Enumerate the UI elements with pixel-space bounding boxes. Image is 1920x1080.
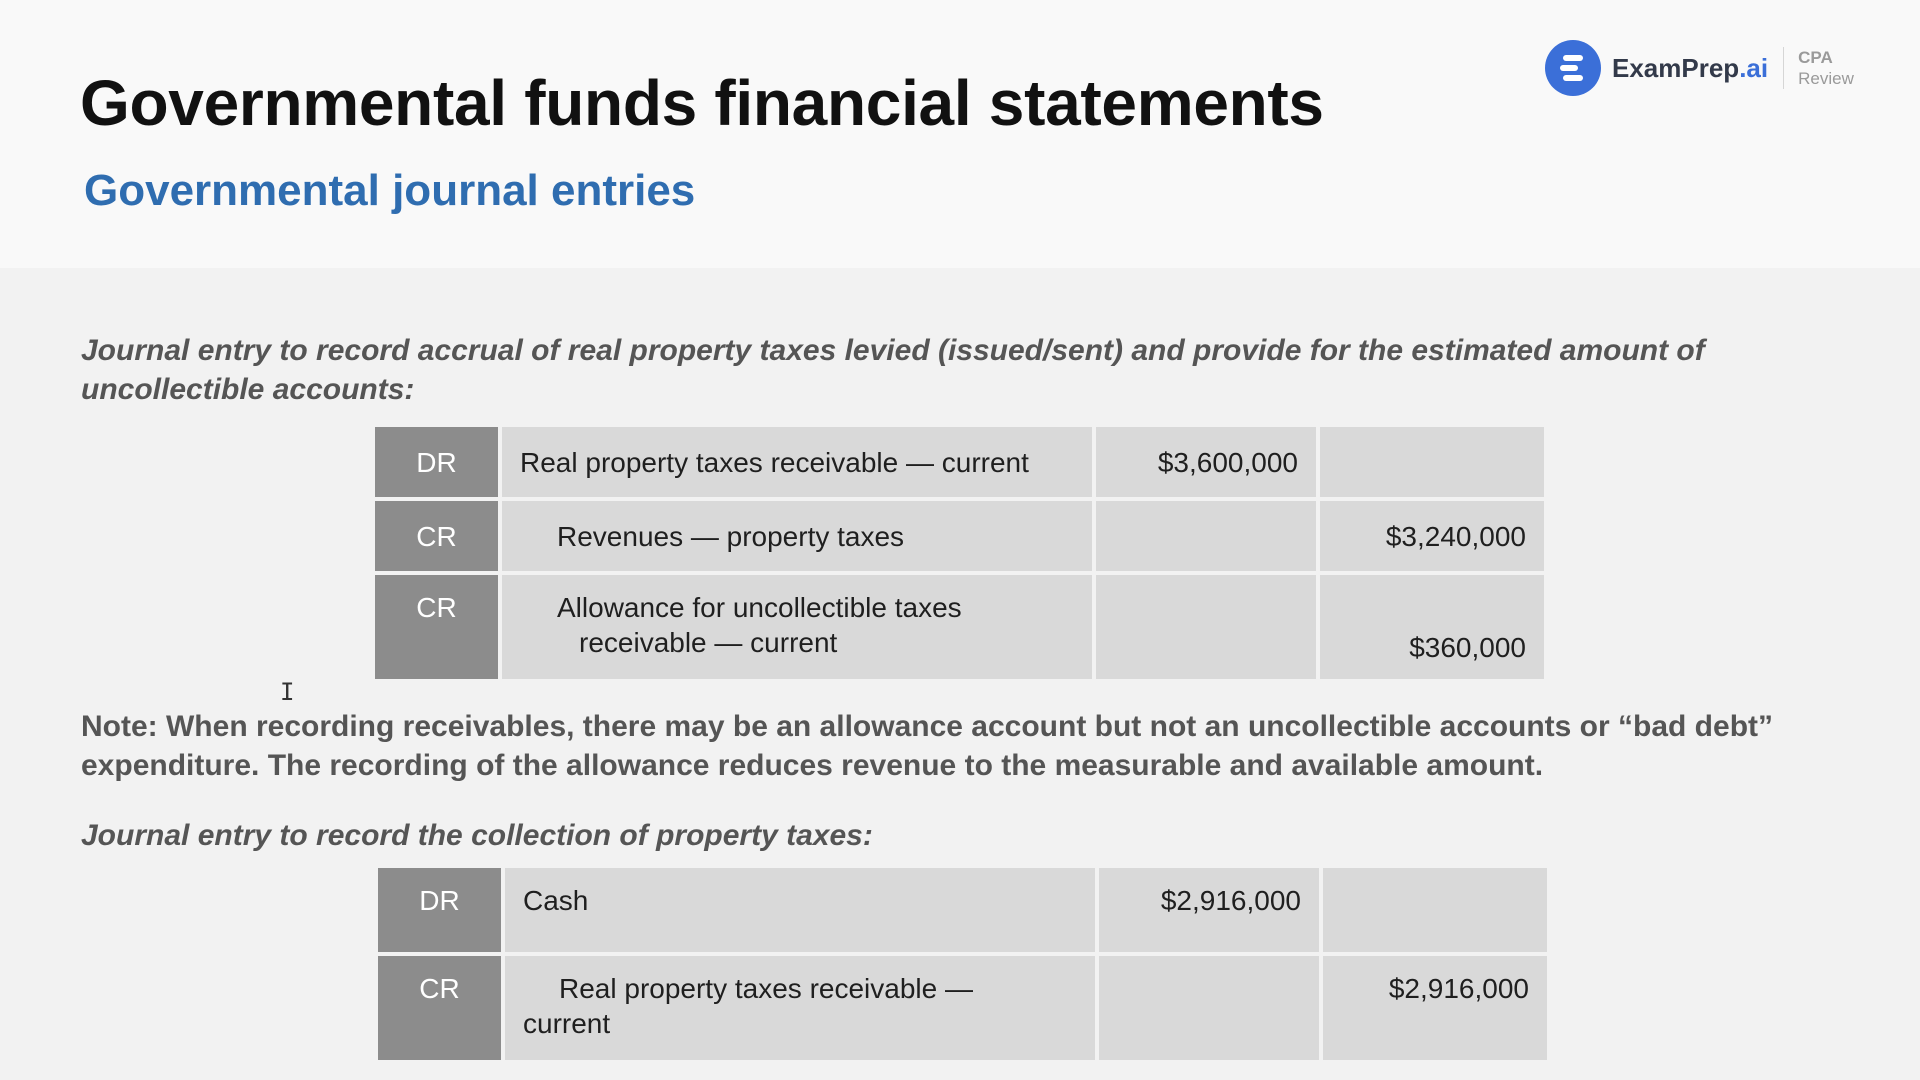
side-cell: CR xyxy=(375,501,498,571)
account-cell: Allowance for uncollectible taxes receiv… xyxy=(502,575,1092,679)
account-line-1: Allowance for uncollectible taxes xyxy=(557,592,962,623)
account-cell: Cash xyxy=(505,868,1095,952)
side-cell: CR xyxy=(378,956,501,1060)
table-row: DR Real property taxes receivable — curr… xyxy=(375,427,1544,497)
note-text: Note: When recording receivables, there … xyxy=(81,710,1774,782)
logo-divider xyxy=(1783,47,1785,89)
account-line-1: Real property taxes receivable — xyxy=(559,973,973,1004)
examprep-logo: ExamPrep.ai CPA Review xyxy=(1545,38,1854,98)
credit-cell: $3,240,000 xyxy=(1320,501,1544,571)
text-cursor-icon: I xyxy=(280,678,295,706)
table-row: CR Real property taxes receivable — curr… xyxy=(378,956,1547,1060)
examprep-logo-icon xyxy=(1545,40,1601,96)
account-line-2: current xyxy=(523,1008,611,1039)
slide-subtitle: Governmental journal entries xyxy=(84,166,696,215)
debit-cell xyxy=(1096,575,1316,679)
credit-cell xyxy=(1320,427,1544,497)
account-cell: Real property taxes receivable — current xyxy=(502,427,1092,497)
slide-title: Governmental funds financial statements xyxy=(80,67,1324,139)
side-cell: DR xyxy=(375,427,498,497)
table-row: DR Cash $2,916,000 xyxy=(378,868,1547,952)
entry2-intro: Journal entry to record the collection o… xyxy=(81,819,873,852)
table-row: CR Revenues — property taxes $3,240,000 xyxy=(375,501,1544,571)
credit-cell: $360,000 xyxy=(1320,575,1544,679)
logo-brand-suffix: .ai xyxy=(1739,52,1769,83)
entry1-intro: Journal entry to record accrual of real … xyxy=(81,334,1705,406)
slide-header xyxy=(0,0,1920,268)
account-text: Allowance for uncollectible taxes receiv… xyxy=(557,590,997,660)
account-cell: Revenues — property taxes xyxy=(502,501,1092,571)
account-text: Real property taxes receivable — current xyxy=(523,971,973,1041)
side-cell: DR xyxy=(378,868,501,952)
debit-cell: $3,600,000 xyxy=(1096,427,1316,497)
logo-tagline: CPA Review xyxy=(1798,47,1854,89)
logo-tagline-review: Review xyxy=(1798,69,1854,88)
table-row: CR Allowance for uncollectible taxes rec… xyxy=(375,575,1544,679)
side-cell: CR xyxy=(375,575,498,679)
journal-entry-table-2: DR Cash $2,916,000 CR Real property taxe… xyxy=(374,864,1551,1064)
account-line-2: receivable — current xyxy=(579,627,838,658)
logo-brand-main: ExamPrep xyxy=(1612,52,1740,83)
journal-entry-table-1: DR Real property taxes receivable — curr… xyxy=(371,423,1548,683)
credit-cell xyxy=(1323,868,1547,952)
debit-cell xyxy=(1099,956,1319,1060)
debit-cell xyxy=(1096,501,1316,571)
account-cell: Real property taxes receivable — current xyxy=(505,956,1095,1060)
logo-brand-name: ExamPrep.ai xyxy=(1612,53,1768,84)
debit-cell: $2,916,000 xyxy=(1099,868,1319,952)
credit-cell: $2,916,000 xyxy=(1323,956,1547,1060)
logo-tagline-cpa: CPA xyxy=(1798,48,1833,67)
